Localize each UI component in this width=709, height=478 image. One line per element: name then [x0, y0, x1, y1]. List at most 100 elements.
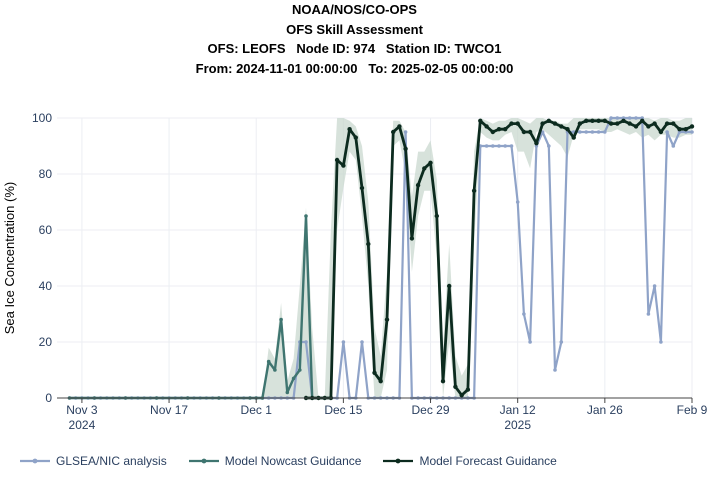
forecast-point	[590, 118, 595, 124]
glsea-point	[603, 130, 607, 134]
forecast-point	[459, 393, 464, 398]
legend-swatch-forecast	[383, 458, 414, 464]
glsea-point	[484, 144, 489, 148]
forecast-point	[496, 127, 502, 132]
legend-item-forecast[interactable]: Model Forecast Guidance	[383, 454, 557, 468]
forecast-point	[646, 124, 651, 129]
forecast-point	[577, 121, 583, 126]
forecast-point	[453, 384, 458, 389]
forecast-point	[658, 129, 664, 135]
forecast-point	[503, 127, 508, 132]
forecast-point	[353, 135, 358, 140]
glsea-point	[503, 144, 508, 148]
glsea-point	[360, 340, 364, 344]
legend-swatch-marker	[201, 458, 207, 464]
glsea-point	[590, 130, 595, 134]
y-tick-label: 0	[45, 391, 52, 405]
title-main: OFS Skill Assessment	[286, 21, 423, 37]
forecast-point	[633, 124, 639, 129]
nowcast-point	[266, 359, 271, 364]
nowcast-point	[285, 390, 290, 395]
forecast-point	[584, 118, 589, 124]
glsea-point	[515, 200, 520, 204]
nowcast-point	[273, 368, 277, 372]
legend-swatch-nowcast	[188, 458, 219, 464]
forecast-point	[409, 236, 415, 241]
legend-item-glsea[interactable]: GLSEA/NIC analysis	[20, 454, 167, 468]
forecast-point	[621, 118, 626, 124]
glsea-point	[634, 116, 638, 120]
forecast-point	[565, 127, 570, 132]
forecast-point	[471, 188, 477, 193]
forecast-point	[596, 118, 601, 124]
y-axis-label: Sea Ice Concentration (%)	[2, 182, 17, 334]
forecast-point	[534, 141, 539, 146]
glsea-point	[671, 144, 676, 148]
glsea-point	[522, 312, 526, 316]
forecast-point	[615, 121, 620, 126]
x-tick-label: Jan 26	[587, 403, 623, 417]
forecast-point	[440, 379, 446, 384]
forecast-point	[552, 121, 558, 126]
x-tick-year-label: 2025	[504, 418, 531, 432]
forecast-point	[334, 157, 340, 163]
forecast-point	[347, 127, 352, 132]
forecast-point	[559, 124, 564, 129]
forecast-point	[546, 118, 551, 124]
title-agency: NOAA/NOS/CO-OPS	[292, 2, 417, 17]
forecast-point	[415, 183, 421, 188]
title-date-range: From: 2024-11-01 00:00:00 To: 2025-02-05…	[195, 60, 514, 76]
forecast-point	[521, 129, 527, 135]
y-tick-label: 100	[32, 111, 52, 125]
forecast-point	[571, 135, 576, 140]
glsea-point	[584, 130, 588, 134]
y-tick-label: 80	[39, 167, 53, 181]
glsea-point	[304, 340, 308, 344]
glsea-point	[690, 130, 694, 134]
legend-item-nowcast[interactable]: Model Nowcast Guidance	[188, 454, 361, 468]
y-tick-label: 20	[39, 335, 53, 349]
forecast-point	[372, 370, 377, 375]
forecast-point	[627, 121, 632, 126]
legend-swatch-marker	[396, 458, 401, 464]
forecast-point	[515, 121, 520, 126]
glsea-point	[596, 130, 601, 134]
forecast-point	[640, 118, 645, 124]
forecast-point	[465, 387, 471, 392]
legend-swatch-marker	[32, 458, 38, 464]
forecast-point	[664, 121, 670, 126]
forecast-point	[397, 124, 402, 129]
glsea-point	[547, 144, 551, 148]
legend-swatch-glsea	[20, 458, 50, 464]
nowcast-point	[298, 368, 302, 372]
forecast-point	[652, 121, 657, 126]
legend: GLSEA/NIC analysis Model Nowcast Guidance…	[20, 452, 579, 470]
forecast-point	[391, 129, 396, 135]
forecast-point	[341, 163, 346, 168]
x-tick-label: Feb 9	[677, 403, 708, 417]
forecast-point	[683, 127, 688, 132]
legend-label: Model Forecast Guidance	[419, 454, 557, 468]
glsea-point	[559, 340, 564, 344]
glsea-point	[540, 130, 545, 134]
forecast-point	[434, 213, 439, 219]
glsea-point	[665, 130, 669, 134]
forecast-point	[527, 129, 533, 135]
forecast-uncertainty-band	[262, 118, 692, 398]
forecast-point	[608, 121, 614, 126]
forecast-point	[403, 146, 408, 151]
glsea-point	[528, 340, 532, 344]
forecast-point	[428, 160, 433, 165]
chart-title-block: NOAA/NOS/CO-OPS OFS Skill Assessment OFS…	[0, 0, 709, 78]
x-tick-label: Dec 1	[241, 403, 273, 417]
x-tick-label: Nov 17	[150, 403, 188, 417]
forecast-point	[677, 127, 682, 132]
glsea-point	[509, 144, 514, 148]
band-layer	[262, 118, 692, 398]
forecast-point	[478, 118, 483, 124]
forecast-point	[359, 185, 365, 191]
forecast-point	[540, 121, 545, 126]
y-tick-label: 60	[39, 223, 53, 237]
